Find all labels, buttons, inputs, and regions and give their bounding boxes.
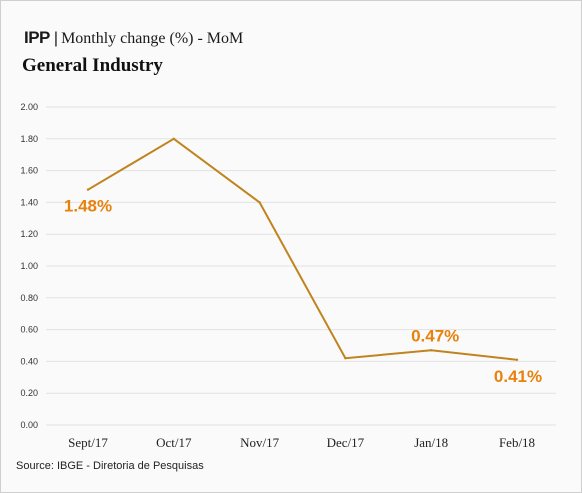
x-tick-label: Jan/18 <box>414 435 448 450</box>
series-line <box>87 137 518 361</box>
chart-header: IPP | Monthly change (%) - MoM <box>24 28 243 48</box>
x-tick-label: Dec/17 <box>327 435 365 450</box>
y-tick-label: 1.00 <box>20 261 38 271</box>
y-tick-label: 0.00 <box>20 420 38 430</box>
y-tick-label: 2.00 <box>20 102 38 112</box>
data-point <box>86 188 90 191</box>
data-label: 0.41% <box>494 367 542 386</box>
y-tick-label: 1.20 <box>20 229 38 239</box>
x-tick-label: Nov/17 <box>240 435 280 450</box>
data-point <box>344 357 347 360</box>
data-point <box>515 358 519 362</box>
indicator-tag: IPP <box>24 28 50 47</box>
chart-subtitle: Monthly change (%) - MoM <box>61 30 244 47</box>
x-tick-label: Oct/17 <box>156 435 192 450</box>
y-tick-label: 1.80 <box>20 134 38 144</box>
data-label: 0.47% <box>411 326 459 345</box>
y-tick-label: 0.80 <box>20 293 38 303</box>
source-note: Source: IBGE - Diretoria de Pesquisas <box>16 460 204 472</box>
y-tick-label: 1.40 <box>20 197 38 207</box>
data-label: 1.48% <box>64 197 112 216</box>
chart-title: General Industry <box>22 55 163 76</box>
x-tick-label: Sept/17 <box>68 435 108 450</box>
y-tick-label: 0.60 <box>20 325 38 335</box>
y-tick-label: 0.40 <box>20 356 38 366</box>
data-point <box>172 137 175 140</box>
x-tick-label: Feb/18 <box>499 435 535 450</box>
data-point <box>430 349 433 352</box>
y-tick-label: 1.60 <box>20 166 38 176</box>
data-point <box>258 201 261 204</box>
header-separator: | <box>53 30 59 47</box>
y-tick-label: 0.20 <box>20 388 38 398</box>
